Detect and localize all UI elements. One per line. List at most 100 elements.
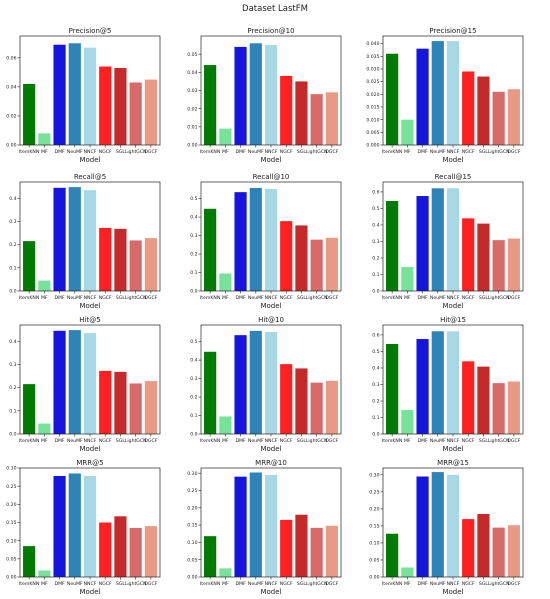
y-tick-label: 0.05	[187, 52, 197, 58]
bar-mf	[38, 133, 51, 145]
subplot-hit-at-10: Hit@10 0.0 0.1 0.2 0.3 0.4 0.5 ItemKNN MF DMF NeuM…	[190, 316, 342, 453]
y-tick-label: 0.10	[369, 541, 379, 547]
x-tick-label: NGCF	[280, 149, 293, 155]
plot-area-frame	[382, 35, 524, 146]
bar-lightgcn	[492, 91, 505, 145]
x-axis-label: Model	[79, 445, 100, 453]
bar-lightgcn	[492, 240, 505, 291]
x-tick-label: NNCF	[265, 438, 278, 444]
y-tick-label: 0.06	[6, 55, 16, 61]
x-tick-label: DMF	[235, 438, 246, 444]
y-tick-label: 0.0	[190, 432, 197, 438]
y-tick-label: 0.00	[187, 143, 197, 149]
y-tick-label: 0.15	[187, 523, 197, 529]
bar-lightgcn	[129, 240, 142, 291]
subplot-title: Hit@15	[440, 316, 466, 324]
subplot-title: Hit@5	[79, 316, 100, 324]
y-tick-label: 0.20	[6, 502, 16, 508]
bar-itemknn	[204, 351, 217, 434]
y-tick-label: 0.10	[187, 540, 197, 546]
plot-area-frame	[200, 35, 342, 146]
plot-area-frame	[200, 467, 342, 578]
y-tick-label: 0.005	[366, 130, 379, 136]
subplot-hit-at-5: Hit@5 0.0 0.1 0.2 0.3 0.4 ItemKNN MF DMF NeuMF NNC…	[9, 316, 161, 453]
y-tick-label: 0.15	[6, 520, 16, 526]
x-tick-label: ItemKNN	[19, 295, 39, 301]
y-tick-label: 0.6	[372, 333, 379, 339]
bar-dmf	[416, 339, 429, 434]
x-tick-label: ItemKNN	[382, 295, 402, 301]
bar-neumf	[249, 187, 262, 291]
bar-nncf	[264, 45, 278, 146]
bar-lightgcn	[310, 527, 323, 577]
y-tick-label: 0.25	[369, 489, 379, 495]
x-tick-label: MF	[41, 438, 48, 444]
bar-neumf	[68, 473, 81, 577]
x-tick-label: DGCF	[144, 438, 157, 444]
y-tick-label: 0.00	[369, 575, 379, 581]
bar-sgl	[477, 366, 490, 434]
y-tick-label: 0.015	[366, 105, 379, 111]
x-tick-label: NNCF	[265, 295, 278, 301]
x-tick-label: DGCF	[507, 581, 520, 587]
bar-neumf	[431, 41, 444, 146]
bar-itemknn	[204, 65, 217, 145]
bar-mf	[38, 280, 51, 291]
y-tick-label: 0.0	[190, 289, 197, 295]
y-tick-label: 0.5	[190, 196, 197, 202]
x-tick-label: ItemKNN	[200, 295, 220, 301]
x-tick-label: DGCF	[325, 295, 338, 301]
x-tick-label: DMF	[417, 581, 428, 587]
x-tick-label: NNCF	[265, 581, 278, 587]
y-tick-label: 0.3	[190, 233, 197, 239]
y-tick-label: 0.00	[6, 143, 16, 149]
bar-nncf	[83, 190, 97, 291]
y-tick-label: 0.30	[187, 471, 197, 477]
x-tick-label: DMF	[235, 149, 246, 155]
x-tick-label: DMF	[235, 295, 246, 301]
bar-dmf	[234, 192, 247, 291]
subplot-title: Hit@10	[258, 316, 284, 324]
x-tick-label: NeuMF	[67, 581, 83, 587]
bar-lightgcn	[310, 94, 323, 145]
y-tick-label: 0.0	[9, 289, 16, 295]
bar-itemknn	[23, 83, 36, 145]
x-tick-label: NNCF	[447, 581, 460, 587]
x-tick-label: DMF	[235, 581, 246, 587]
y-tick-label: 0.3	[372, 239, 379, 245]
bar-neumf	[431, 472, 444, 577]
y-tick-label: 0.10	[6, 538, 16, 544]
y-tick-label: 0.025	[366, 79, 379, 85]
x-axis-label: Model	[442, 156, 463, 164]
bar-neumf	[249, 330, 262, 434]
bar-lightgcn	[129, 527, 142, 577]
bar-neumf	[68, 187, 81, 291]
x-tick-label: NGCF	[280, 581, 293, 587]
y-tick-label: 0.20	[187, 505, 197, 511]
bar-itemknn	[386, 200, 399, 291]
y-tick-label: 0.4	[190, 215, 197, 221]
bar-itemknn	[386, 533, 399, 577]
x-tick-label: NeuMF	[430, 149, 446, 155]
plot-area-frame	[200, 324, 342, 435]
bar-dgcf	[325, 525, 338, 577]
x-tick-label: NeuMF	[248, 438, 264, 444]
bar-ngcf	[99, 522, 112, 577]
bar-itemknn	[23, 546, 36, 577]
x-axis-label: Model	[260, 588, 281, 596]
y-tick-label: 0.30	[369, 472, 379, 478]
x-tick-label: MF	[404, 438, 411, 444]
bar-nncf	[446, 188, 460, 291]
x-tick-label: NNCF	[447, 438, 460, 444]
x-tick-label: LightGCN	[306, 149, 328, 155]
bar-sgl	[114, 516, 127, 577]
bar-sgl	[295, 81, 308, 145]
y-tick-label: 0.5	[190, 339, 197, 345]
bar-neumf	[249, 43, 262, 146]
y-tick-label: 0.05	[187, 557, 197, 563]
y-tick-label: 0.1	[9, 265, 16, 271]
x-tick-label: MF	[404, 149, 411, 155]
bar-dmf	[416, 476, 429, 577]
